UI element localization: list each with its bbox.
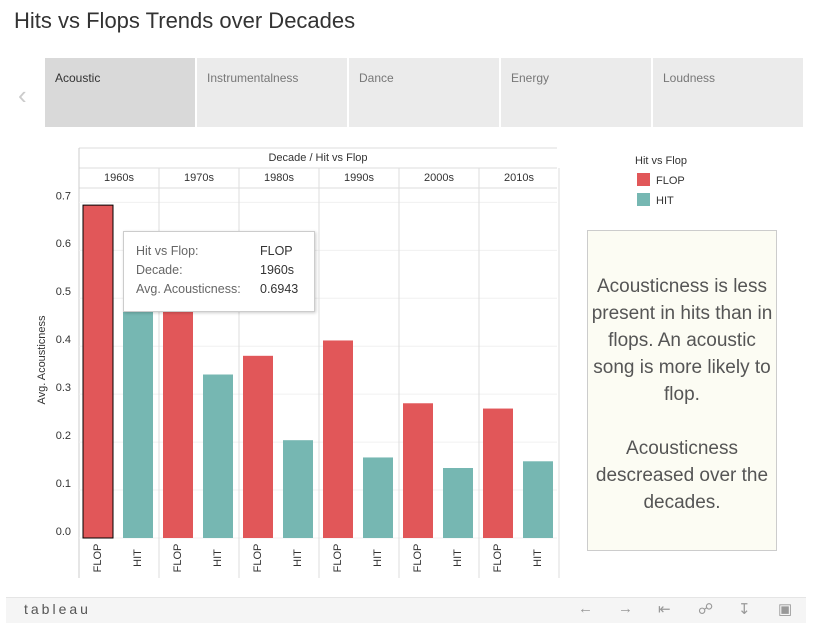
tooltip-key: Avg. Acousticness: <box>136 282 241 296</box>
bar <box>483 408 513 538</box>
x-tick-label: FLOP <box>92 544 104 573</box>
chart: Decade / Hit vs Flop Avg. Acousticness H… <box>36 147 687 578</box>
y-tick-label: 0.6 <box>56 238 71 250</box>
legend-title: Hit vs Flop <box>635 155 687 167</box>
tab[interactable]: Loudness <box>653 58 803 127</box>
tab[interactable]: Acoustic <box>45 58 195 127</box>
y-tick-label: 0.4 <box>56 334 71 346</box>
undo-button[interactable]: ← <box>578 600 593 617</box>
tab[interactable]: Dance <box>349 58 499 127</box>
x-tick-label: HIT <box>372 549 384 567</box>
y-tick-label: 0.7 <box>56 190 71 202</box>
y-tick-label: 0.5 <box>56 286 71 298</box>
bar <box>283 440 313 538</box>
revert-button[interactable]: ⇤ <box>658 601 671 618</box>
bar <box>443 468 473 538</box>
decade-label: 1970s <box>184 172 214 184</box>
legend-label: FLOP <box>656 175 685 187</box>
decade-label: 1960s <box>104 172 134 184</box>
tooltip-key: Hit vs Flop: <box>136 244 199 258</box>
tab[interactable]: Instrumentalness <box>197 58 347 127</box>
y-tick-label: 0.3 <box>56 382 71 394</box>
x-tick-label: FLOP <box>252 544 264 573</box>
decade-label: 2010s <box>504 172 534 184</box>
legend-label: HIT <box>656 195 674 207</box>
bar <box>203 374 233 538</box>
download-button[interactable]: ↧ <box>738 601 751 618</box>
legend-swatch <box>637 173 650 186</box>
tooltip-value: 1960s <box>260 263 295 277</box>
x-tick-label: HIT <box>212 549 224 567</box>
bar <box>82 204 114 539</box>
x-tick-label: FLOP <box>492 544 504 573</box>
x-tick-label: HIT <box>452 549 464 567</box>
y-tick-label: 0.2 <box>56 430 71 442</box>
x-tick-label: HIT <box>292 549 304 567</box>
y-tick-label: 0.1 <box>56 478 71 490</box>
bar <box>323 340 353 538</box>
column-header: Decade / Hit vs Flop <box>268 152 367 164</box>
bar <box>523 461 553 538</box>
x-tick-label: FLOP <box>412 544 424 573</box>
bar <box>363 457 393 538</box>
bar <box>243 355 273 538</box>
tab[interactable]: Energy <box>501 58 651 127</box>
y-axis-label: Avg. Acousticness <box>36 315 48 405</box>
y-tick-label: 0.0 <box>56 526 71 538</box>
x-tick-label: HIT <box>132 549 144 567</box>
tooltip: Hit vs Flop: FLOP Decade: 1960s Avg. Acous… <box>123 231 315 312</box>
annotation-text: Acousticness is less present in hits tha… <box>591 276 773 405</box>
x-tick-label: HIT <box>532 549 544 567</box>
redo-button[interactable]: → <box>618 600 633 617</box>
legend-swatch <box>637 193 650 206</box>
annotation: Acousticness is less present in hits tha… <box>587 230 777 551</box>
logo: tableau <box>24 601 91 617</box>
share-button[interactable]: ☍ <box>698 601 714 618</box>
bar <box>403 403 433 538</box>
x-tick-label: FLOP <box>332 544 344 573</box>
fullscreen-button[interactable]: ▣ <box>778 601 793 618</box>
dashboard-title: Hits vs Flops Trends over Decades <box>14 8 356 33</box>
decade-label: 1990s <box>344 172 374 184</box>
tab-prev[interactable]: ‹ <box>18 80 27 110</box>
bar <box>123 288 153 538</box>
tooltip-key: Decade: <box>136 263 183 277</box>
tooltip-value: 0.6943 <box>260 282 299 296</box>
decade-label: 1980s <box>264 172 294 184</box>
decade-label: 2000s <box>424 172 454 184</box>
tooltip-value: FLOP <box>260 244 293 258</box>
toolbar: tableau ← → ⇤ ☍ ↧ ▣ <box>6 597 806 623</box>
x-tick-label: FLOP <box>172 544 184 573</box>
annotation-text: Acousticness descreased over the decades… <box>595 438 769 513</box>
bar <box>163 274 193 538</box>
